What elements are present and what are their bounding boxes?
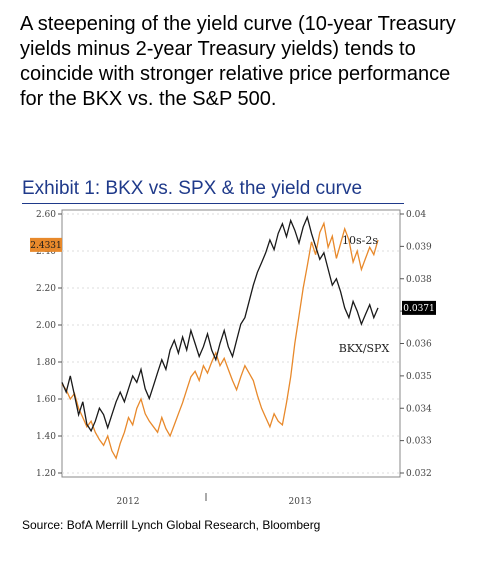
left-tick-label-7: 1.20 [36,469,56,479]
right-tick-label-5: 0.035 [406,372,432,382]
source-note: Source: BofA Merrill Lynch Global Resear… [22,518,321,532]
x-tick-label-1: 2013 [289,497,312,507]
x-tick-label-0: 2012 [117,497,140,507]
left-current-value: 2.4331 [30,241,62,251]
headline: A steepening of the yield curve (10-year… [20,13,456,110]
left-tick-label-0: 2.60 [36,210,56,220]
right-tick-label-0: 0.04 [406,210,426,220]
left-tick-label-4: 1.80 [36,358,56,368]
right-tick-label-1: 0.039 [406,242,432,252]
right-tick-label-4: 0.036 [406,340,432,350]
left-tick-label-5: 1.60 [36,395,56,405]
right-current-value: 0.0371 [403,304,435,314]
series-label-10s-2s: 10s-2s [342,234,378,247]
series-line-bkx-spx [61,215,379,433]
left-tick-label-2: 2.20 [36,284,56,294]
exhibit-title-underline [22,203,404,204]
right-current-value-box [402,300,436,315]
right-tick-label-8: 0.032 [406,469,432,479]
right-tick-label-2: 0.038 [406,275,432,285]
right-tick-label-7: 0.033 [406,437,432,447]
left-current-value-box [30,237,62,252]
left-tick-label-1: 2.40 [36,247,56,257]
exhibit-title: Exhibit 1: BKX vs. SPX & the yield curve [22,178,363,199]
right-tick-label-6: 0.034 [406,404,432,414]
series-label-bkx-spx: BKX/SPX [339,342,390,355]
left-tick-label-6: 1.40 [36,432,56,442]
plot-area [61,209,401,478]
series-line-10s-2s [61,221,379,460]
left-tick-label-3: 2.00 [36,321,56,331]
